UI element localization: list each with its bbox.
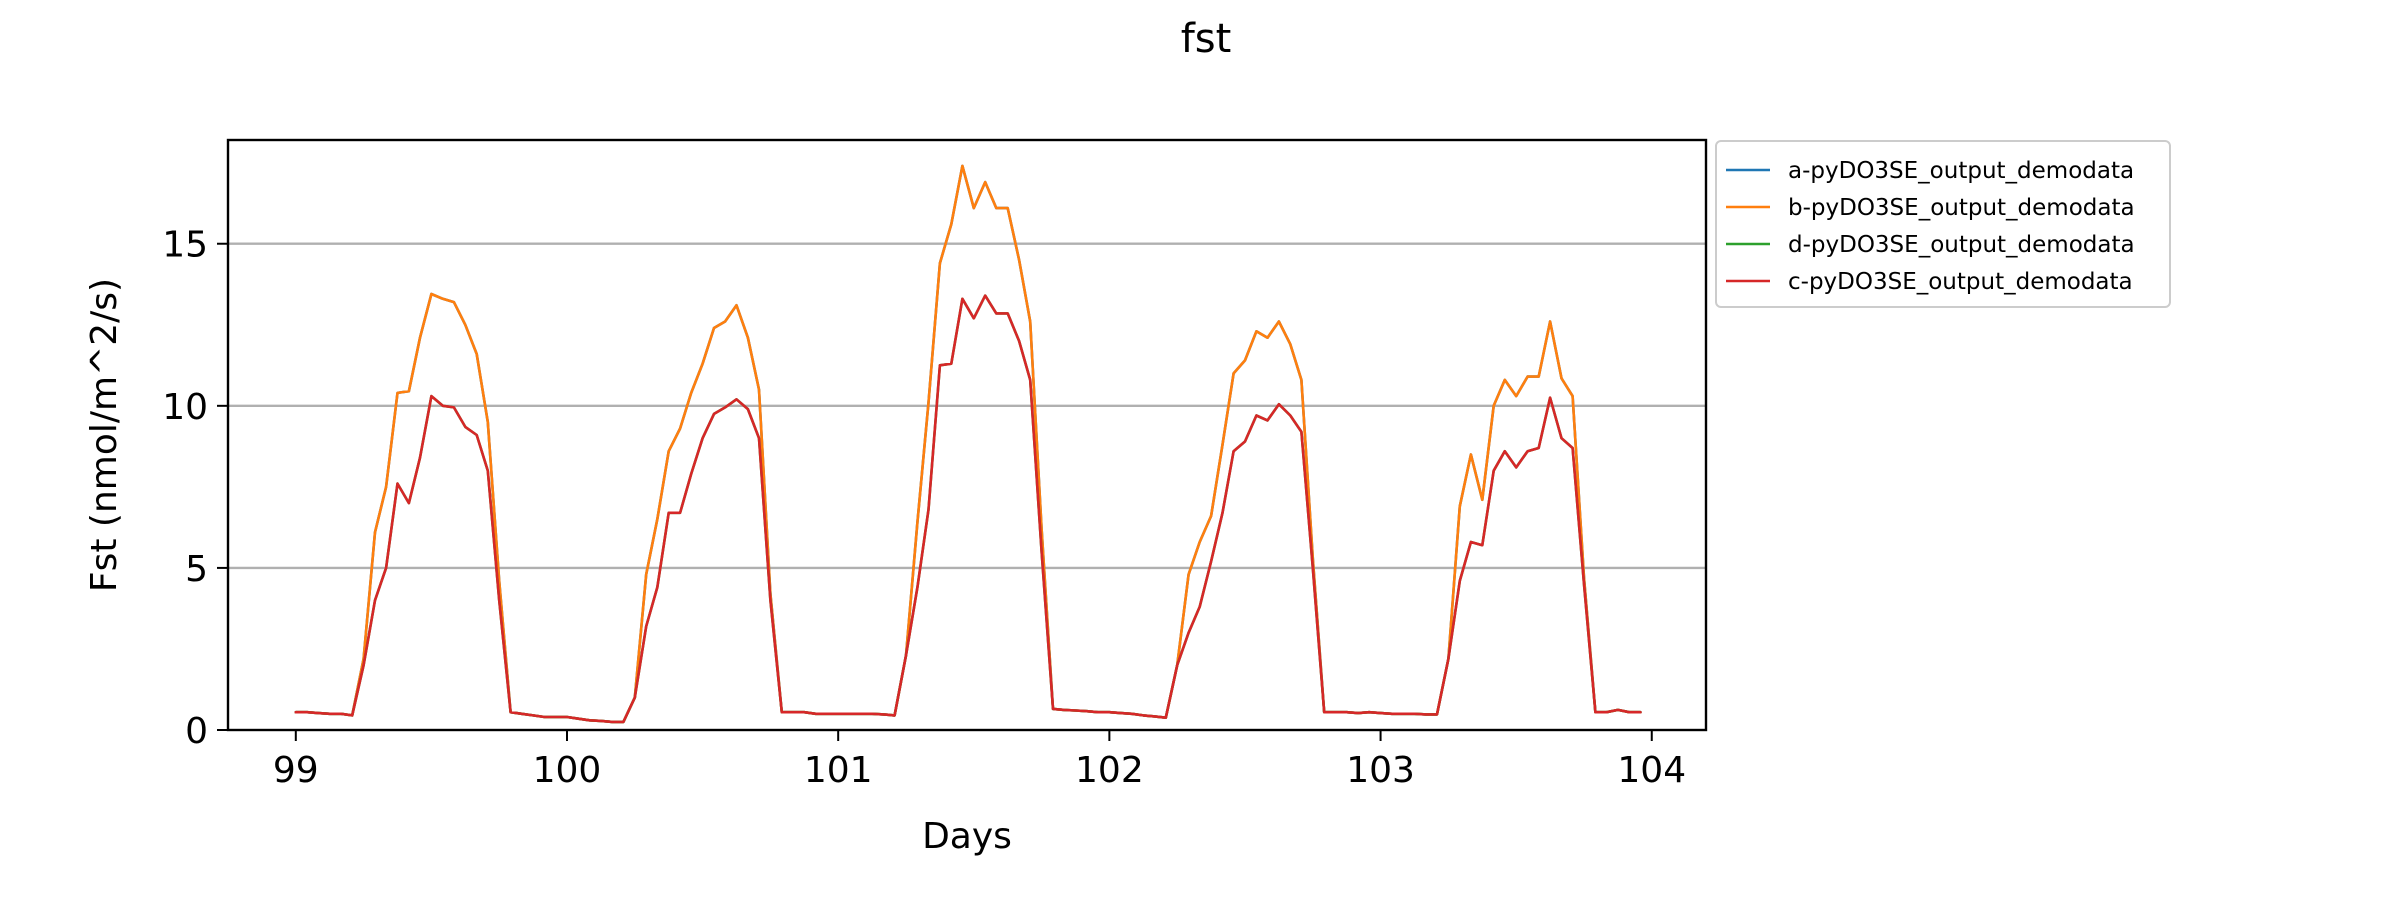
x-axis-label: Days	[922, 816, 1012, 857]
legend-label-a-pyDO3SE_output_demodata: a-pyDO3SE_output_demodata	[1788, 158, 2134, 184]
x-tick-label: 103	[1346, 750, 1415, 791]
chart-title: fst	[1181, 16, 1232, 62]
legend-label-d-pyDO3SE_output_demodata: d-pyDO3SE_output_demodata	[1788, 232, 2135, 258]
plot-frame	[226, 138, 1708, 732]
y-tick-label: 10	[162, 387, 208, 428]
series-lines	[294, 164, 1642, 724]
legend-box	[1715, 140, 2171, 308]
y-tick-label: 5	[185, 549, 208, 590]
x-tick-label: 102	[1075, 750, 1144, 791]
legend-label-b-pyDO3SE_output_demodata: b-pyDO3SE_output_demodata	[1788, 195, 2135, 221]
x-tick-label: 100	[533, 750, 602, 791]
x-tick-label: 104	[1617, 750, 1686, 791]
x-tick-label: 101	[804, 750, 873, 791]
legend: a-pyDO3SE_output_demodata b-pyDO3SE_outpu…	[1715, 140, 2171, 308]
x-axis: 99 100 101 102 103 104	[273, 730, 1686, 791]
x-tick-label: 99	[273, 750, 319, 791]
y-tick-label: 0	[185, 711, 208, 752]
y-tick-label: 15	[162, 225, 208, 266]
grid-lines	[228, 242, 1706, 570]
y-axis: 0 5 10 15	[162, 225, 228, 752]
series-line-c-pyDO3SE_output_demodata	[294, 294, 1642, 724]
legend-label-c-pyDO3SE_output_demodata: c-pyDO3SE_output_demodata	[1788, 269, 2133, 295]
y-axis-label: Fst (nmol/m^2/s)	[84, 278, 125, 592]
